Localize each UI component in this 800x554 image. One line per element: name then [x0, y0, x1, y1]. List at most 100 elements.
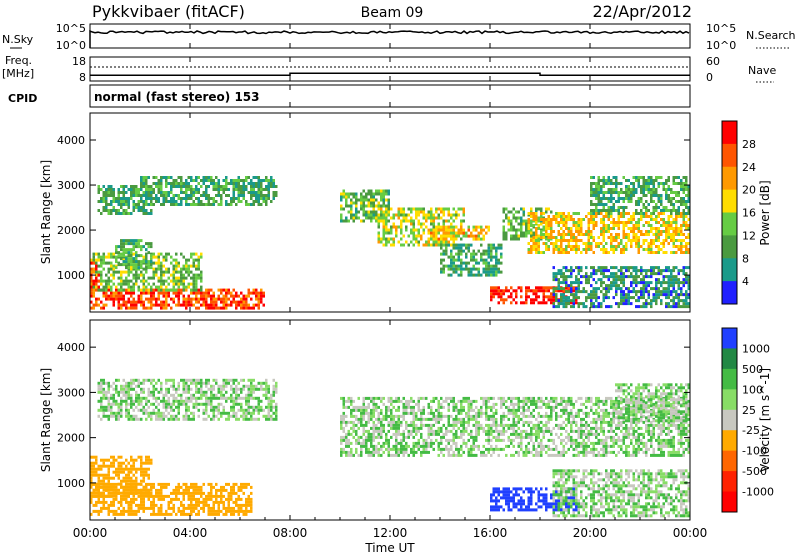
velocity-cell	[115, 384, 118, 388]
velocity-cell	[257, 408, 260, 412]
power-cell	[162, 191, 165, 194]
power-cell	[110, 185, 113, 188]
power-cell	[595, 305, 598, 309]
velocity-cell	[157, 411, 160, 415]
power-cell	[107, 288, 110, 292]
velocity-cell	[205, 393, 208, 397]
power-cell	[620, 242, 623, 245]
velocity-cell	[92, 509, 95, 513]
power-cell	[490, 249, 493, 253]
power-cell	[637, 179, 640, 182]
power-cell	[592, 239, 595, 242]
power-cell	[610, 287, 613, 291]
velocity-cell	[157, 396, 160, 400]
power-cell	[647, 224, 650, 227]
velocity-cell	[215, 405, 218, 409]
power-cell	[570, 245, 573, 248]
power-cell	[175, 303, 178, 307]
velocity-cell	[115, 485, 118, 489]
power-cell	[497, 270, 500, 274]
power-cell	[595, 197, 598, 200]
velocity-cell	[142, 378, 145, 382]
velocity-cell	[95, 470, 98, 474]
power-cell	[255, 182, 258, 185]
power-cell	[495, 267, 498, 271]
power-cell	[637, 224, 640, 227]
power-cell	[387, 231, 390, 235]
power-cell	[505, 231, 508, 235]
power-cell	[197, 200, 200, 203]
power-cell	[555, 245, 558, 248]
power-cell	[122, 248, 125, 252]
power-cell	[145, 288, 148, 292]
power-cell	[570, 233, 573, 236]
velocity-cell	[230, 399, 233, 403]
power-cell	[200, 276, 203, 280]
velocity-cell	[225, 509, 228, 513]
power-cell	[457, 258, 460, 262]
velocity-cell	[217, 384, 220, 388]
power-cell	[187, 185, 190, 188]
velocity-cell	[272, 399, 275, 403]
power-cell	[232, 179, 235, 182]
power-cell	[452, 258, 455, 262]
velocity-cell	[200, 384, 203, 388]
power-cell	[560, 239, 563, 242]
power-cell	[577, 245, 580, 248]
power-cell	[645, 209, 648, 212]
power-cell	[117, 245, 120, 249]
velocity-cell	[162, 411, 165, 415]
power-cell	[117, 288, 120, 292]
power-cell	[90, 306, 93, 310]
power-cell	[355, 204, 358, 208]
velocity-cell	[132, 500, 135, 504]
power-cell	[657, 296, 660, 300]
velocity-cell	[190, 482, 193, 486]
power-cell	[152, 252, 155, 256]
velocity-cell	[142, 488, 145, 492]
power-cell	[627, 290, 630, 294]
power-cell	[637, 248, 640, 251]
power-cell	[547, 289, 550, 293]
velocity-cell	[162, 512, 165, 516]
power-cell	[642, 185, 645, 188]
velocity-cell	[172, 414, 175, 418]
velocity-cell	[185, 411, 188, 415]
power-cell	[510, 286, 513, 290]
power-cell	[442, 258, 445, 262]
power-cell	[107, 267, 110, 271]
power-cell	[247, 182, 250, 185]
power-cell	[377, 237, 380, 241]
power-cell	[557, 230, 560, 233]
power-cell	[355, 216, 358, 220]
power-cell	[187, 270, 190, 274]
power-cell	[640, 176, 643, 179]
power-cell	[535, 295, 538, 299]
power-cell	[630, 242, 633, 245]
power-cell	[185, 191, 188, 194]
power-cell	[580, 302, 583, 306]
power-cell	[567, 212, 570, 215]
power-cell	[632, 296, 635, 300]
velocity-cell	[117, 506, 120, 510]
power-cell	[140, 279, 143, 283]
power-cell	[660, 203, 663, 206]
power-cell	[157, 258, 160, 262]
power-cell	[650, 239, 653, 242]
velocity-cell	[227, 411, 230, 415]
velocity-cell	[262, 408, 265, 412]
power-cell	[245, 179, 248, 182]
power-cell	[205, 294, 208, 298]
power-cell	[535, 289, 538, 293]
power-cell	[637, 281, 640, 285]
velocity-cell	[127, 488, 130, 492]
velocity-cell	[130, 476, 133, 480]
power-cell	[467, 225, 470, 229]
velocity-cell	[205, 494, 208, 498]
power-cell	[625, 269, 628, 273]
power-cell	[415, 210, 418, 214]
velocity-cell	[167, 399, 170, 403]
power-cell	[440, 252, 443, 256]
power-cell	[465, 267, 468, 271]
velocity-cell	[102, 378, 105, 382]
